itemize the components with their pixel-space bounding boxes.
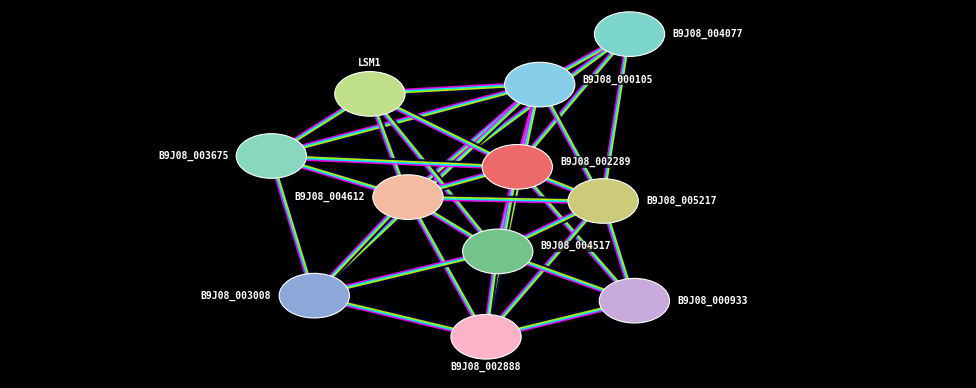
- Text: B9J08_003008: B9J08_003008: [201, 291, 271, 301]
- Ellipse shape: [236, 133, 306, 178]
- Ellipse shape: [505, 62, 575, 107]
- Text: B9J08_003675: B9J08_003675: [158, 151, 228, 161]
- Text: B9J08_000933: B9J08_000933: [677, 296, 748, 306]
- Ellipse shape: [594, 12, 665, 57]
- Ellipse shape: [373, 175, 443, 220]
- Ellipse shape: [599, 279, 670, 323]
- Ellipse shape: [463, 229, 533, 274]
- Text: B9J08_004077: B9J08_004077: [672, 29, 743, 39]
- Ellipse shape: [279, 273, 349, 318]
- Text: B9J08_000105: B9J08_000105: [583, 74, 653, 85]
- Text: B9J08_004517: B9J08_004517: [541, 241, 611, 251]
- Ellipse shape: [335, 71, 405, 116]
- Text: B9J08_002888: B9J08_002888: [451, 362, 521, 372]
- Text: B9J08_004612: B9J08_004612: [295, 192, 365, 202]
- Text: LSM1: LSM1: [358, 59, 382, 68]
- Ellipse shape: [568, 178, 638, 223]
- Text: B9J08_002289: B9J08_002289: [560, 157, 630, 167]
- Ellipse shape: [482, 145, 552, 189]
- Text: B9J08_005217: B9J08_005217: [646, 196, 716, 206]
- Ellipse shape: [451, 314, 521, 359]
